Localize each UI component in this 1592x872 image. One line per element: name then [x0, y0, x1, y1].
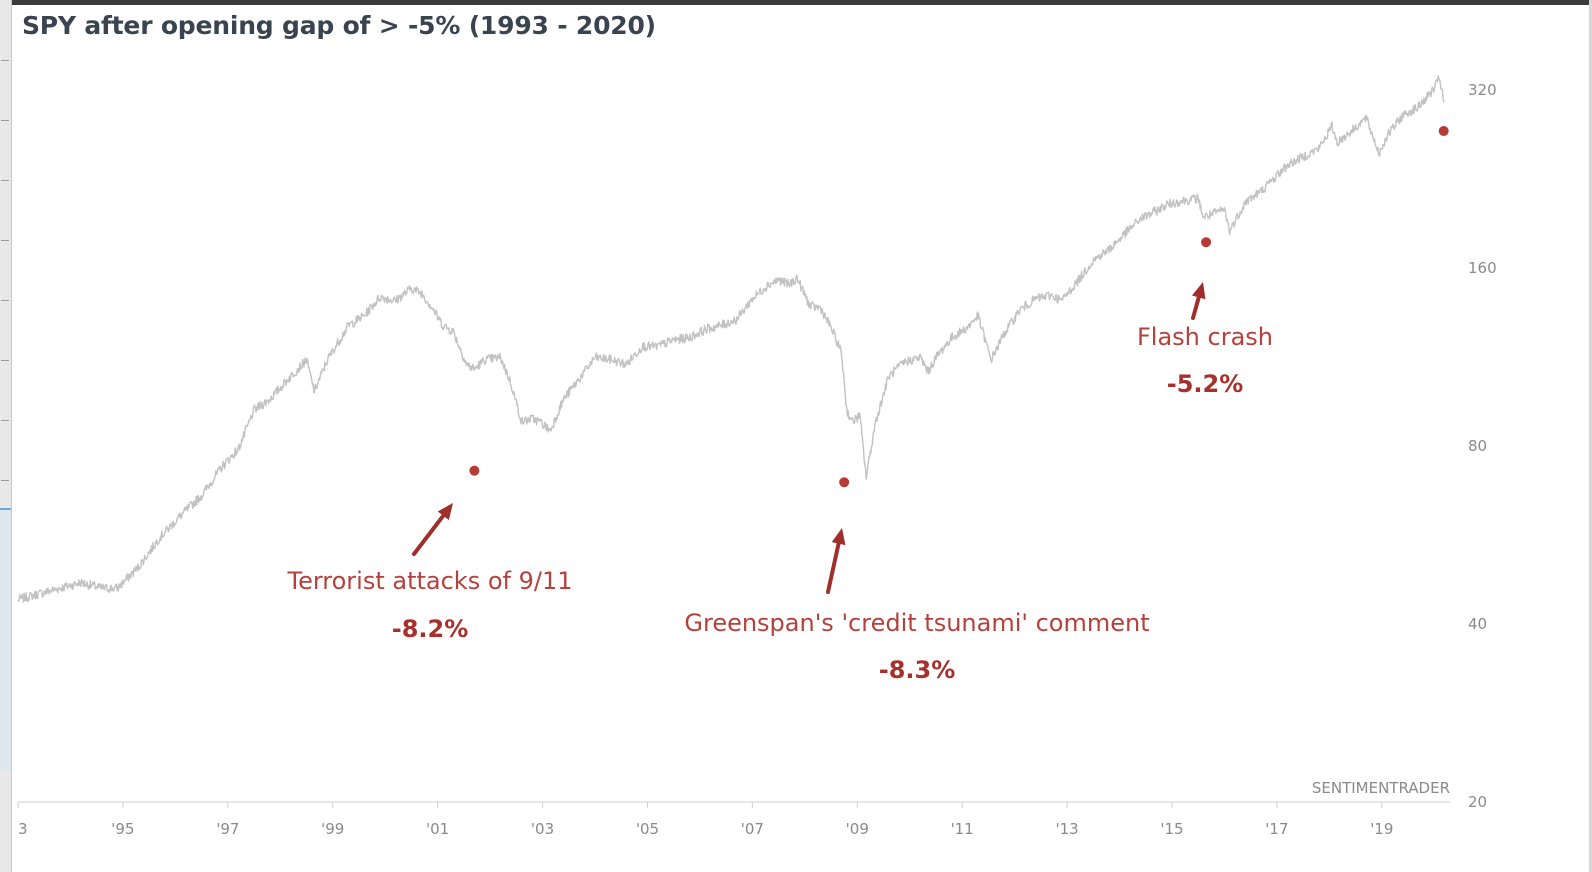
x-tick-label: '07	[741, 820, 764, 838]
x-tick-label: '01	[426, 820, 449, 838]
y-tick-label: 40	[1468, 615, 1487, 633]
x-tick-label: '19	[1370, 820, 1393, 838]
event-arrow	[826, 541, 841, 594]
scrollbar-thumb[interactable]	[0, 508, 11, 770]
x-tick-label: '11	[951, 820, 974, 838]
event-arrow-head	[437, 503, 453, 520]
event-gap-value: -8.3%	[879, 656, 956, 684]
x-tick-label: '95	[111, 820, 134, 838]
event-arrow	[1191, 295, 1201, 320]
event-marker	[839, 477, 850, 488]
y-tick-label: 160	[1468, 259, 1497, 277]
event-label: Terrorist attacks of 9/11	[286, 567, 572, 595]
event-marker	[1201, 237, 1212, 248]
x-tick-label: '05	[636, 820, 659, 838]
watermark-label: SENTIMENTRADER	[1312, 779, 1450, 797]
event-arrow	[412, 513, 446, 556]
window-top-strip	[0, 0, 1592, 5]
x-tick-label: 3	[18, 820, 28, 838]
event-marker	[469, 465, 480, 476]
event-marker	[1438, 126, 1449, 137]
x-tick-label: '13	[1055, 820, 1078, 838]
x-tick-label: '17	[1265, 820, 1288, 838]
y-tick-label: 320	[1468, 81, 1497, 99]
event-gap-value: -8.2%	[392, 615, 469, 643]
left-scrollbar[interactable]	[0, 0, 12, 872]
y-tick-label: 20	[1468, 793, 1487, 811]
event-gap-value: -5.2%	[1167, 370, 1244, 398]
event-arrow-head	[831, 528, 846, 546]
x-tick-label: '03	[531, 820, 554, 838]
chart-title: SPY after opening gap of > -5% (1993 - 2…	[22, 11, 656, 40]
right-border	[1589, 0, 1592, 872]
x-tick-label: '99	[321, 820, 344, 838]
y-tick-label: 80	[1468, 437, 1487, 455]
x-tick-label: '97	[216, 820, 239, 838]
price-series-line	[17, 75, 1445, 603]
event-arrow-head	[1191, 282, 1206, 300]
x-tick-label: '15	[1160, 820, 1183, 838]
x-tick-label: '09	[846, 820, 869, 838]
event-label: Greenspan's 'credit tsunami' comment	[684, 609, 1149, 637]
event-label: Flash crash	[1137, 323, 1273, 351]
